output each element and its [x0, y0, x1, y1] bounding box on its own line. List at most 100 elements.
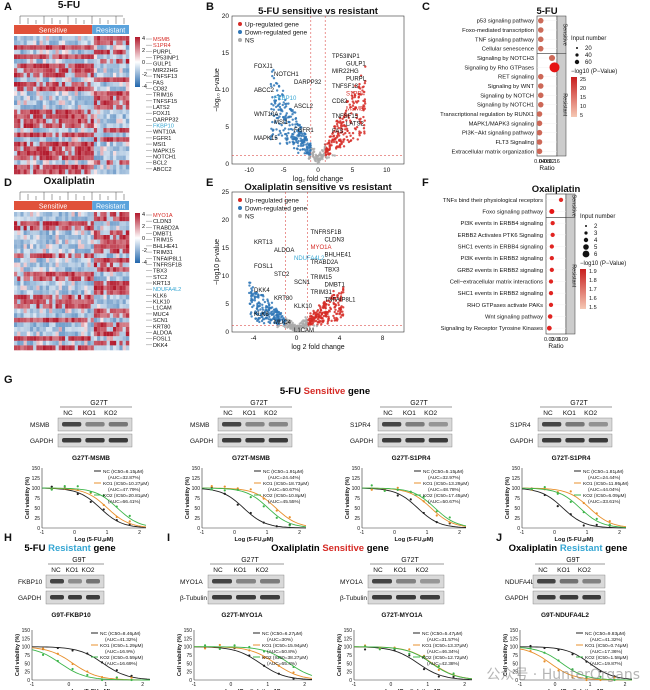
heatmap-cell	[65, 155, 69, 161]
heatmap-cell-bg	[116, 114, 120, 120]
heatmap-cell	[74, 271, 79, 277]
heatmap-cell-bg	[52, 285, 56, 291]
heatmap-cell	[58, 304, 63, 309]
heatmap-cell-bg	[61, 230, 66, 236]
heatmap-cell	[103, 59, 107, 64]
heatmap-cell	[61, 160, 66, 166]
heatmap-cell	[39, 244, 44, 250]
heatmap-cell	[45, 281, 50, 286]
heatmap-cell	[106, 294, 111, 300]
heatmap-cell-bg	[119, 146, 123, 152]
heatmap-cell	[58, 244, 63, 250]
volcano-title: 5-FU sensitive vs resistant	[258, 6, 379, 17]
heatmap-cell	[65, 169, 69, 175]
heatmap-cell	[36, 216, 40, 222]
heatmap-cell	[36, 331, 40, 337]
heatmap-cell-bg	[14, 151, 18, 156]
heatmap-cell	[71, 317, 75, 323]
heatmap-cell	[93, 82, 98, 87]
heatmap-cell-bg	[61, 267, 66, 273]
heatmap-cell	[65, 322, 69, 328]
heatmap-cell	[17, 59, 21, 64]
heatmap-cell	[49, 253, 53, 259]
heatmap-cell	[20, 118, 24, 124]
heatmap-cell	[119, 59, 123, 64]
heatmap-cell	[45, 248, 50, 254]
heatmap-cell	[20, 276, 24, 282]
heatmap-cell	[90, 151, 95, 156]
heatmap-cell	[122, 290, 127, 296]
heatmap-cell	[122, 100, 127, 106]
heatmap-cell	[26, 317, 31, 323]
heatmap-cell-bg	[84, 137, 88, 143]
volcano-point	[322, 153, 325, 156]
heatmap-cell	[122, 340, 127, 346]
heatmap-cell-bg	[49, 322, 53, 328]
heatmap-cell-bg	[113, 253, 117, 259]
heatmap-cell	[93, 146, 98, 152]
heatmap-cell	[84, 276, 88, 282]
heatmap-cell-bg	[65, 258, 69, 263]
volcano-point	[272, 114, 276, 118]
heatmap-cell	[81, 304, 85, 309]
heatmap-cell	[87, 294, 91, 300]
heatmap-cell	[106, 77, 111, 83]
heatmap-cell	[20, 327, 24, 332]
heatmap-cell-bg	[103, 290, 107, 296]
heatmap-cell	[77, 331, 82, 337]
heatmap-cell	[49, 230, 53, 236]
heatmap-cell-bg	[23, 49, 28, 55]
heatmap-cell-bg	[87, 128, 91, 133]
heatmap-cell	[68, 212, 72, 217]
volcano-point	[289, 127, 293, 131]
heatmap-cell	[39, 82, 44, 87]
heatmap-cell	[55, 105, 60, 110]
heatmap-cell-bg	[93, 82, 98, 87]
heatmap-cell	[106, 212, 111, 217]
heatmap-cell	[119, 327, 123, 332]
heatmap-cell-bg	[20, 100, 24, 106]
heatmap-cell	[125, 114, 130, 120]
heatmap-cell	[87, 308, 91, 314]
heatmap-cell	[61, 290, 66, 296]
volcano-point	[319, 153, 323, 157]
heatmap-cell-bg	[93, 132, 98, 138]
heatmap-cell	[116, 155, 120, 161]
heatmap-cell	[61, 72, 66, 78]
heatmap-cell	[17, 253, 21, 259]
heatmap-cell	[77, 137, 82, 143]
heatmap-cell	[26, 308, 31, 314]
heatmap-cell	[113, 114, 117, 120]
heatmap-cell	[116, 253, 120, 259]
heatmap-cell	[14, 212, 18, 217]
heatmap-cell-bg	[97, 86, 101, 92]
heatmap-cell	[39, 146, 44, 152]
heatmap-cell-bg	[93, 151, 98, 156]
heatmap-cell	[109, 230, 114, 236]
heatmap-cell	[26, 63, 31, 69]
heatmap-cell	[14, 160, 18, 166]
volcano-point	[279, 131, 282, 135]
heatmap-cell-bg	[119, 276, 123, 282]
heatmap-cell	[26, 216, 31, 222]
heatmap-cell	[97, 313, 101, 319]
heatmap-cell-bg	[65, 49, 69, 55]
heatmap-cell	[113, 258, 117, 263]
volcano-point	[333, 125, 336, 128]
heatmap-cell	[87, 164, 91, 170]
heatmap-cell	[17, 137, 21, 143]
heatmap-cell	[39, 114, 44, 120]
volcano-point	[325, 155, 328, 159]
heatmap-cell	[20, 141, 24, 147]
heatmap-cell	[52, 340, 56, 346]
heatmap-cell	[125, 155, 130, 161]
heatmap-cell	[58, 299, 63, 305]
heatmap-cell	[84, 123, 88, 129]
heatmap-cell	[65, 345, 69, 351]
volcano-point	[347, 140, 351, 144]
heatmap-cell-bg	[84, 290, 88, 296]
gene-label: MSMB	[153, 37, 170, 43]
heatmap-cell-bg	[81, 49, 85, 55]
heatmap-cell	[42, 95, 47, 101]
heatmap-cell	[39, 290, 44, 296]
